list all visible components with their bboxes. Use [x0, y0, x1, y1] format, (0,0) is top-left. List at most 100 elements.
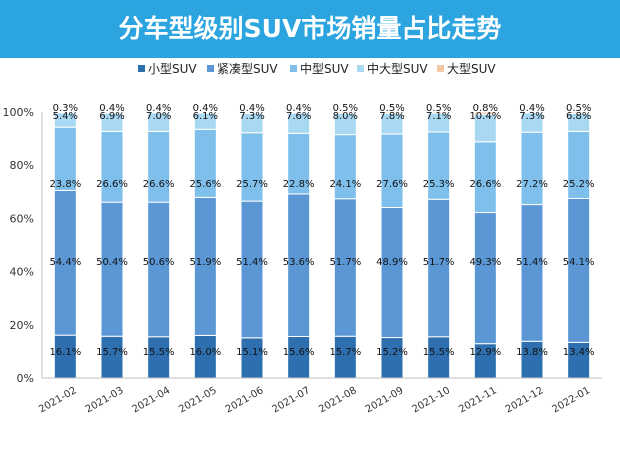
data-label: 25.6%	[189, 179, 221, 190]
legend-swatch	[437, 65, 444, 72]
data-label: 15.5%	[143, 347, 175, 358]
data-label: 15.7%	[96, 347, 128, 358]
legend-swatch	[207, 65, 214, 72]
data-label: 7.3%	[519, 111, 544, 122]
legend-label: 小型SUV	[148, 62, 197, 76]
y-tick-label: 80%	[10, 159, 34, 172]
data-label: 15.6%	[283, 347, 315, 358]
data-label: 0.4%	[99, 103, 124, 114]
x-tick-label: 2021-07	[270, 385, 312, 415]
data-label: 25.2%	[563, 179, 595, 190]
data-label: 51.4%	[516, 257, 548, 268]
x-tick-label: 2021-08	[317, 385, 359, 415]
bar-segment	[53, 111, 77, 114]
legend-label: 紧凑型SUV	[217, 62, 278, 76]
data-label: 25.7%	[236, 179, 268, 190]
bar-segment	[567, 197, 591, 343]
data-label: 49.3%	[469, 257, 501, 268]
x-tick-label: 2021-09	[364, 385, 406, 415]
legend: 小型SUV 紧凑型SUV 中型SUV 中大型SUV 大型SUV	[138, 61, 496, 76]
y-tick-label: 20%	[10, 319, 34, 332]
data-label: 48.9%	[376, 257, 408, 268]
data-label: 51.9%	[189, 257, 221, 268]
x-tick-label: 2021-03	[84, 385, 126, 415]
bar-segment	[100, 111, 124, 114]
y-tick-label: 0%	[17, 372, 34, 385]
data-label: 0.3%	[53, 103, 78, 114]
legend-label: 中大型SUV	[367, 61, 428, 76]
bar-segment	[100, 130, 124, 203]
y-tick-label: 100%	[3, 106, 34, 119]
data-label: 0.5%	[426, 103, 451, 114]
data-label: 6.1%	[193, 111, 218, 122]
y-tick-label: 40%	[10, 266, 34, 279]
bar-segment	[520, 204, 544, 342]
data-label: 16.1%	[49, 347, 81, 358]
data-label: 27.6%	[376, 179, 408, 190]
data-label: 7.3%	[239, 111, 264, 122]
data-label: 0.4%	[193, 103, 218, 114]
data-label: 54.4%	[49, 257, 81, 268]
data-label: 26.6%	[96, 179, 128, 190]
data-label: 7.1%	[426, 111, 451, 122]
x-tick-label: 2021-04	[130, 385, 172, 415]
legend-swatch	[138, 65, 145, 72]
bar-segment	[147, 111, 171, 114]
data-label: 7.6%	[286, 111, 311, 122]
legend-swatch	[357, 65, 364, 72]
data-label: 13.4%	[563, 347, 595, 358]
data-label: 51.4%	[236, 257, 268, 268]
bar-segment	[240, 200, 264, 339]
data-label: 0.4%	[239, 103, 264, 114]
bar-segment	[380, 133, 404, 208]
data-label: 51.7%	[423, 257, 455, 268]
data-label: 7.0%	[146, 111, 171, 122]
x-tick-label: 2021-05	[177, 385, 219, 415]
data-label: 7.8%	[379, 111, 404, 122]
x-tick-label: 2021-10	[410, 385, 452, 415]
bar-segment	[520, 131, 544, 206]
data-label: 13.8%	[516, 347, 548, 358]
bar-segment	[100, 201, 124, 337]
data-label: 0.4%	[286, 103, 311, 114]
data-label: 0.8%	[473, 103, 498, 114]
bar-segment	[333, 111, 357, 114]
legend-label: 中型SUV	[300, 61, 349, 76]
y-axis: 0% 20% 40% 60% 80% 100%	[3, 106, 43, 385]
data-label: 15.1%	[236, 347, 268, 358]
bar-segment	[147, 130, 171, 203]
bar-segment	[567, 111, 591, 114]
data-label: 50.4%	[96, 257, 128, 268]
data-label: 6.8%	[566, 111, 591, 122]
data-label: 15.2%	[376, 347, 408, 358]
data-label: 15.5%	[423, 347, 455, 358]
y-tick-label: 60%	[10, 212, 34, 225]
data-label: 54.1%	[563, 257, 595, 268]
data-label: 0.5%	[333, 103, 358, 114]
data-label: 10.4%	[469, 111, 501, 122]
data-label: 26.6%	[469, 179, 501, 190]
bar-segment	[287, 111, 311, 114]
x-tick-label: 2021-12	[504, 385, 546, 415]
bar-segment	[473, 111, 497, 115]
title-banner	[0, 0, 620, 58]
data-label: 26.6%	[143, 179, 175, 190]
bars: 16.1% 54.4% 23.8% 5.4%0.3% 15.7% 50.4% 26.6% 6.…	[49, 103, 595, 379]
bar-segment	[427, 111, 451, 114]
data-label: 50.6%	[143, 257, 175, 268]
data-label: 15.7%	[329, 347, 361, 358]
x-tick-label: 2021-02	[37, 385, 79, 415]
bar-segment	[147, 201, 171, 338]
data-label: 25.3%	[423, 179, 455, 190]
data-label: 51.7%	[329, 257, 361, 268]
data-label: 0.4%	[146, 103, 171, 114]
data-label: 53.6%	[283, 257, 315, 268]
bar-segment	[473, 212, 497, 345]
bar-segment	[380, 206, 404, 339]
data-label: 12.9%	[469, 347, 501, 358]
data-label: 23.8%	[49, 179, 81, 190]
bar-segment	[240, 132, 264, 202]
bar-segment	[427, 198, 451, 338]
legend-swatch	[290, 65, 297, 72]
